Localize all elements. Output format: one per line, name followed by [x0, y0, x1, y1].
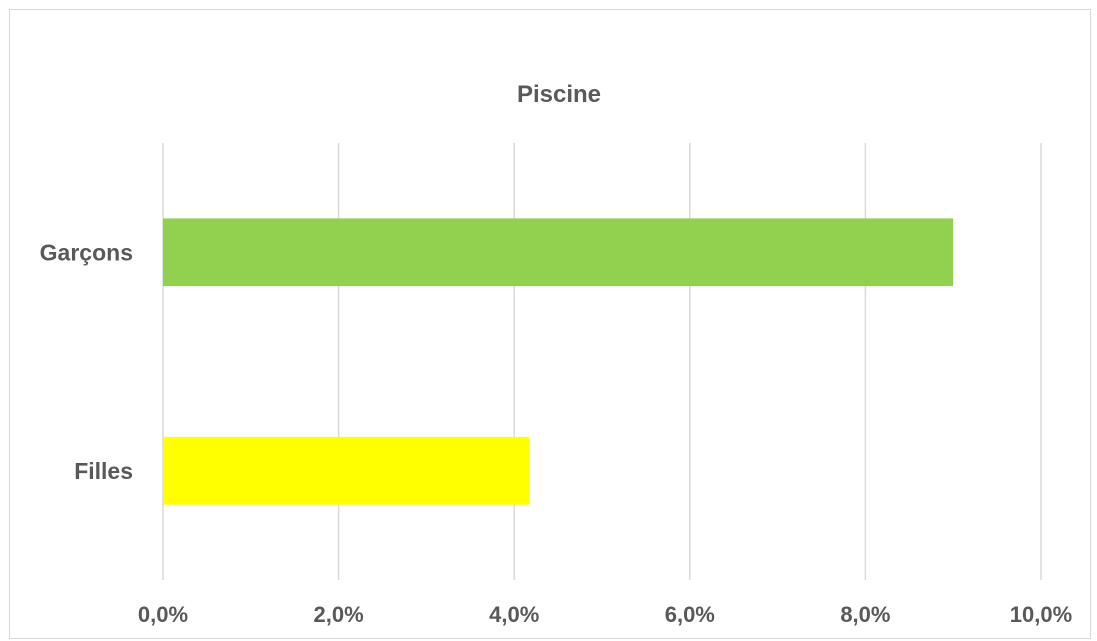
chart-frame: [9, 9, 1091, 639]
chart-title: Piscine: [517, 81, 601, 108]
gridlines: [162, 143, 1042, 580]
x-tick-label: 4,0%: [489, 602, 539, 627]
x-tick-label: 6,0%: [665, 602, 715, 627]
x-tick-label: 2,0%: [314, 602, 364, 627]
x-tick-label: 8,0%: [840, 602, 890, 627]
category-labels: Garçons Filles: [40, 239, 133, 484]
bars: [163, 218, 954, 505]
bar: [163, 436, 530, 505]
category-label: Garçons: [40, 239, 133, 265]
category-label: Filles: [74, 458, 133, 484]
bar: [163, 218, 954, 287]
x-tick-label: 0,0%: [138, 602, 188, 627]
x-tick-labels: 0,0% 2,0% 4,0% 6,0% 8,0% 10,0%: [138, 602, 1072, 627]
x-tick-label: 10,0%: [1010, 602, 1072, 627]
